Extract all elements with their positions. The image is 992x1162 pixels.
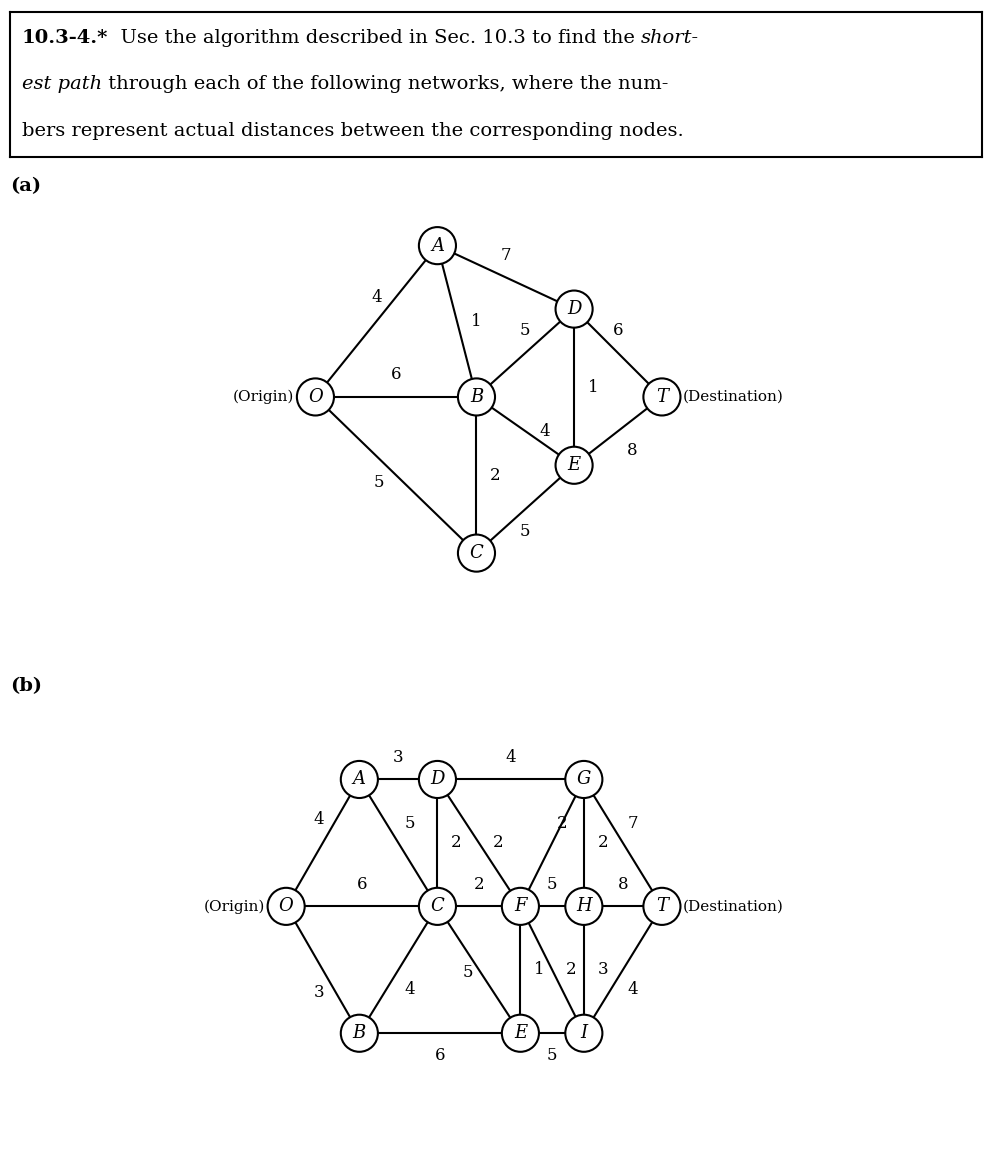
Text: 4: 4 bbox=[539, 423, 550, 439]
Text: (a): (a) bbox=[10, 178, 41, 195]
Text: 7: 7 bbox=[500, 246, 511, 264]
Circle shape bbox=[419, 888, 456, 925]
Text: E: E bbox=[567, 457, 580, 474]
Circle shape bbox=[458, 535, 495, 572]
Text: I: I bbox=[580, 1024, 587, 1042]
Text: (b): (b) bbox=[10, 677, 42, 695]
Text: F: F bbox=[514, 897, 527, 916]
Circle shape bbox=[297, 379, 334, 416]
Text: short-: short- bbox=[641, 29, 699, 46]
Text: 3: 3 bbox=[313, 984, 324, 1002]
Text: T: T bbox=[656, 897, 668, 916]
Circle shape bbox=[565, 1014, 602, 1052]
Text: G: G bbox=[576, 770, 591, 789]
Circle shape bbox=[502, 888, 539, 925]
Circle shape bbox=[341, 761, 378, 798]
Text: 1: 1 bbox=[534, 961, 545, 978]
Text: (Origin): (Origin) bbox=[233, 389, 295, 404]
Text: 2: 2 bbox=[565, 961, 576, 978]
Text: 3: 3 bbox=[597, 961, 608, 978]
Text: 3: 3 bbox=[393, 748, 404, 766]
Text: 2: 2 bbox=[493, 834, 503, 852]
Circle shape bbox=[644, 379, 681, 416]
Text: 6: 6 bbox=[391, 366, 401, 383]
Text: 6: 6 bbox=[356, 876, 367, 892]
Circle shape bbox=[341, 1014, 378, 1052]
Text: 5: 5 bbox=[462, 963, 473, 981]
Text: 5: 5 bbox=[520, 523, 531, 540]
Text: 6: 6 bbox=[613, 322, 623, 339]
Text: 2: 2 bbox=[473, 876, 484, 892]
Text: 4: 4 bbox=[371, 288, 382, 306]
Text: 5: 5 bbox=[520, 322, 531, 339]
Text: 5: 5 bbox=[373, 474, 384, 490]
Text: 5: 5 bbox=[547, 876, 558, 892]
Text: Use the algorithm described in Sec. 10.3 to find the: Use the algorithm described in Sec. 10.3… bbox=[108, 29, 641, 46]
Text: (Origin): (Origin) bbox=[203, 899, 265, 913]
Text: 2: 2 bbox=[597, 834, 608, 852]
Text: D: D bbox=[431, 770, 444, 789]
Text: (Destination): (Destination) bbox=[682, 899, 784, 913]
Text: O: O bbox=[309, 388, 322, 406]
Text: 1: 1 bbox=[470, 313, 481, 330]
Circle shape bbox=[419, 761, 456, 798]
Text: C: C bbox=[469, 544, 483, 562]
Circle shape bbox=[502, 1014, 539, 1052]
Text: 4: 4 bbox=[628, 981, 639, 997]
Text: 6: 6 bbox=[434, 1047, 445, 1064]
Text: 2: 2 bbox=[490, 466, 501, 483]
Text: E: E bbox=[514, 1024, 527, 1042]
Text: 5: 5 bbox=[405, 816, 415, 832]
Text: A: A bbox=[353, 770, 366, 789]
Text: bers represent actual distances between the corresponding nodes.: bers represent actual distances between … bbox=[22, 122, 683, 139]
Text: through each of the following networks, where the num-: through each of the following networks, … bbox=[102, 76, 668, 93]
Text: 5: 5 bbox=[547, 1047, 558, 1064]
Circle shape bbox=[565, 888, 602, 925]
Text: B: B bbox=[353, 1024, 366, 1042]
Text: 4: 4 bbox=[505, 748, 516, 766]
Circle shape bbox=[644, 888, 681, 925]
Text: est path: est path bbox=[22, 76, 102, 93]
Text: H: H bbox=[576, 897, 591, 916]
Circle shape bbox=[565, 761, 602, 798]
Text: 8: 8 bbox=[618, 876, 628, 892]
Text: 2: 2 bbox=[557, 816, 567, 832]
Circle shape bbox=[419, 227, 456, 264]
Text: 1: 1 bbox=[587, 379, 598, 396]
Text: 10.3-4.*: 10.3-4.* bbox=[22, 29, 108, 46]
Text: 4: 4 bbox=[313, 811, 324, 829]
Circle shape bbox=[556, 290, 592, 328]
Circle shape bbox=[556, 446, 592, 483]
Circle shape bbox=[458, 379, 495, 416]
Text: 4: 4 bbox=[405, 981, 415, 997]
Text: D: D bbox=[566, 300, 581, 318]
Text: A: A bbox=[431, 237, 444, 254]
Text: 8: 8 bbox=[627, 442, 638, 459]
Text: (Destination): (Destination) bbox=[682, 390, 784, 404]
Text: O: O bbox=[279, 897, 294, 916]
Text: C: C bbox=[431, 897, 444, 916]
Text: T: T bbox=[656, 388, 668, 406]
Text: 2: 2 bbox=[451, 834, 461, 852]
Text: 7: 7 bbox=[628, 816, 639, 832]
Text: B: B bbox=[470, 388, 483, 406]
Circle shape bbox=[268, 888, 305, 925]
